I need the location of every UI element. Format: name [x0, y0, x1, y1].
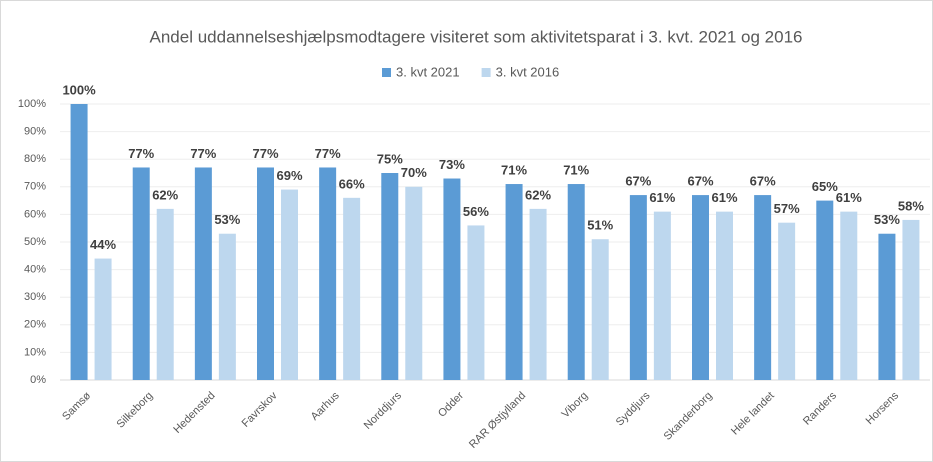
y-tick-label: 10%	[24, 346, 46, 358]
bar	[319, 167, 337, 380]
y-tick-label: 100%	[18, 98, 46, 110]
y-tick-label: 90%	[24, 126, 46, 138]
legend-swatch	[382, 68, 391, 77]
value-label: 51%	[587, 218, 613, 233]
value-label: 56%	[463, 204, 489, 219]
value-label: 66%	[339, 176, 365, 191]
value-label: 77%	[190, 146, 216, 161]
value-label: 77%	[128, 146, 154, 161]
bar	[132, 167, 150, 380]
value-label: 67%	[750, 174, 776, 189]
value-label: 100%	[62, 82, 96, 97]
bar	[902, 219, 920, 380]
value-label: 69%	[276, 168, 302, 183]
value-label: 71%	[563, 162, 589, 177]
legend-swatch	[481, 68, 491, 77]
y-tick-label: 80%	[24, 153, 46, 165]
value-label: 67%	[687, 174, 713, 189]
bar	[567, 184, 585, 380]
value-label: 44%	[90, 237, 116, 252]
bar	[443, 178, 461, 380]
bar	[257, 167, 274, 380]
bar	[343, 197, 361, 380]
y-tick-label: 40%	[24, 264, 46, 276]
bar	[816, 200, 834, 380]
bar	[194, 167, 212, 380]
bar	[778, 222, 796, 380]
bar	[529, 208, 547, 380]
y-tick-label: 20%	[24, 319, 46, 331]
value-label: 65%	[812, 179, 838, 194]
value-label: 58%	[898, 198, 924, 213]
bar	[591, 239, 609, 380]
value-label: 75%	[377, 151, 403, 166]
value-label: 62%	[152, 187, 178, 202]
value-label: 67%	[625, 174, 651, 189]
bar	[281, 189, 298, 380]
bar	[754, 195, 772, 380]
value-label: 62%	[525, 187, 551, 202]
value-label: 57%	[774, 201, 800, 216]
value-label: 53%	[214, 212, 240, 227]
bar	[653, 211, 671, 380]
chart-title: Andel uddannelseshjælpsmodtagere visiter…	[150, 27, 803, 46]
bar	[218, 233, 236, 380]
bar	[629, 195, 647, 380]
value-label: 70%	[401, 165, 427, 180]
y-tick-label: 60%	[24, 208, 46, 220]
y-tick-label: 0%	[30, 374, 46, 386]
bar	[94, 258, 112, 380]
legend-label: 3. kvt 2016	[496, 64, 560, 79]
value-label: 61%	[649, 190, 675, 205]
bar	[505, 184, 523, 380]
bar	[405, 186, 423, 380]
value-label: 61%	[711, 190, 737, 205]
bar	[467, 225, 485, 380]
value-label: 61%	[836, 190, 862, 205]
bar	[156, 208, 174, 380]
bar	[878, 233, 896, 380]
bar	[716, 211, 733, 380]
value-label: 77%	[315, 146, 341, 161]
bar	[381, 173, 399, 380]
legend-label: 3. kvt 2021	[396, 64, 460, 79]
value-label: 73%	[439, 157, 465, 172]
value-label: 77%	[252, 146, 278, 161]
value-label: 71%	[501, 162, 527, 177]
bar	[70, 104, 88, 380]
y-tick-label: 50%	[24, 236, 46, 248]
y-tick-label: 70%	[24, 181, 46, 193]
value-label: 53%	[874, 212, 900, 227]
bar	[840, 211, 858, 380]
bar	[692, 195, 709, 380]
y-tick-label: 30%	[24, 291, 46, 303]
